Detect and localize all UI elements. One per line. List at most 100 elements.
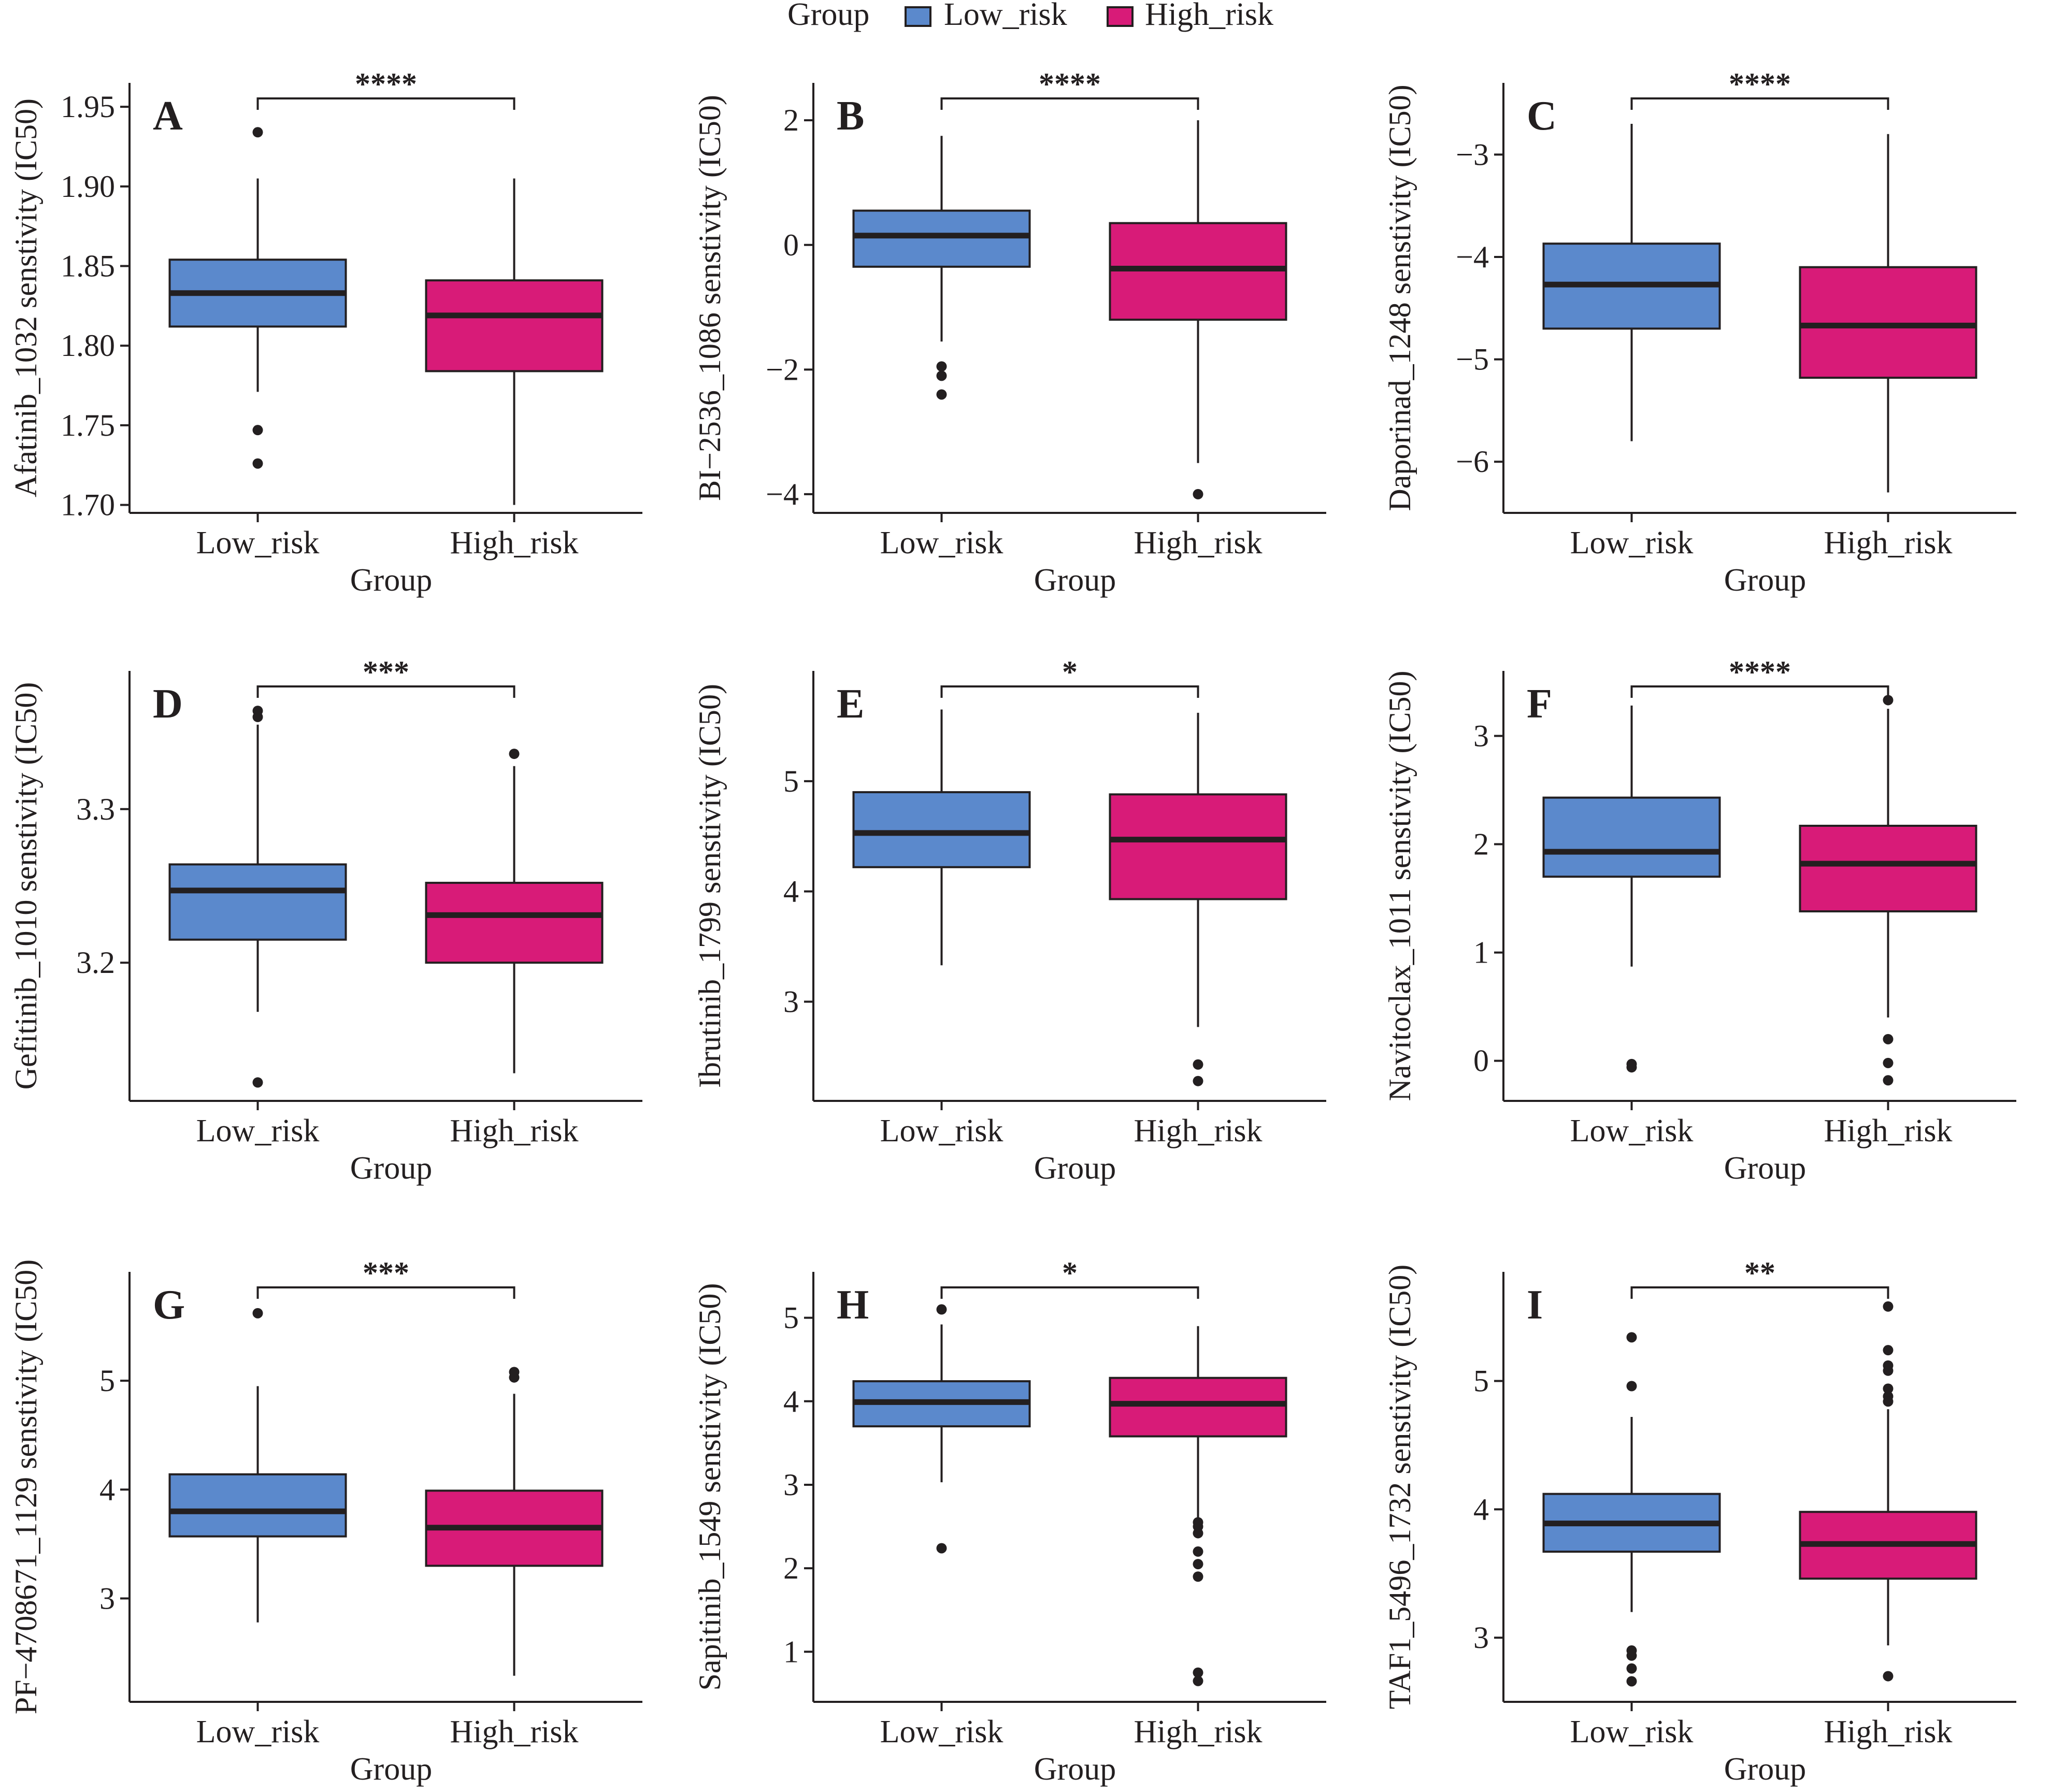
panel-e: 3 4 5 Low_risk High_risk Group Ibrutinib_1799 … [693,655,1326,1186]
y-tick-label: −2 [766,352,799,386]
x-tick-label: High_risk [1824,525,1953,561]
significance-bracket [940,685,1199,698]
outlier-point [1883,1075,1894,1086]
outlier-point [1193,1675,1203,1686]
panel-letter: B [837,93,864,139]
y-tick-label: 4 [1473,1492,1489,1526]
outlier-point [1883,1396,1894,1407]
panels: 1.70 1.75 1.80 1.85 1.90 1.95 Low_risk High_ris… [9,67,2016,1787]
box-high-risk [425,178,604,505]
panel-b: −4 −2 0 2 Low_risk High_risk Group BI−2536_1086… [693,67,1326,598]
outlier-point [1626,1676,1637,1687]
y-tick-label: 1.85 [61,249,115,283]
x-tick-label: High_risk [450,1113,579,1149]
x-axis-title: Group [1724,1752,1806,1787]
panel-f: 0 1 2 3 Low_risk High_risk Group Navitoclax_101… [1383,655,2016,1186]
outlier-point [252,127,263,138]
x-tick-label: High_risk [1134,1714,1263,1750]
box-high-risk [1109,1326,1287,1686]
outlier-point [509,749,520,759]
panel-letter: G [153,1282,185,1328]
x-tick-label: High_risk [1134,1113,1263,1149]
iqr-box [1542,796,1721,878]
outlier-point [252,711,263,722]
significance-label: **** [355,67,417,101]
y-tick-label: 3 [783,984,799,1019]
outlier-point [936,389,947,400]
x-tick-label: High_risk [1134,525,1263,561]
iqr-box [168,863,347,941]
outlier-point [1883,695,1894,706]
legend-swatch-high-risk [1107,6,1134,27]
panel-letter: I [1527,1282,1543,1328]
iqr-box [852,209,1031,268]
legend: Group Low_risk High_risk [787,0,1273,32]
x-tick-label: Low_risk [196,1113,320,1149]
y-axis-title: Ibrutinib_1799 senstivity (IC50) [693,684,727,1088]
outlier-point [1193,1667,1203,1678]
iqr-box [1109,1377,1287,1438]
significance-bracket [1630,1286,1889,1299]
y-axis-title: TAF1_5496_1732 senstivity (IC50) [1383,1265,1417,1710]
outlier-point [1193,489,1203,499]
significance-bracket [256,1286,515,1299]
iqr-box [1799,266,1977,379]
significance-label: **** [1729,67,1791,101]
outlier-point [1193,1059,1203,1070]
box-low-risk [168,706,347,1088]
box-high-risk [1109,712,1287,1086]
y-tick-label: −5 [1456,342,1489,377]
legend-swatch-low-risk [905,6,931,27]
box-low-risk [168,1308,347,1623]
significance-bracket [1630,685,1889,698]
significance-bracket [940,1286,1199,1299]
outlier-point [1626,1650,1637,1661]
outlier-point [1626,1062,1637,1073]
outlier-point [252,1308,263,1318]
x-tick-label: Low_risk [880,525,1003,561]
y-tick-label: 2 [1473,827,1489,862]
iqr-box [425,279,604,372]
significance-bracket [1630,97,1889,110]
panel-h: 1 2 3 4 5 Low_risk High_risk Group Sapitinib_154… [693,1256,1326,1787]
outlier-point [1193,1571,1203,1582]
outlier-point [1193,1076,1203,1086]
outlier-point [1883,1057,1894,1068]
significance-label: * [1062,655,1078,689]
legend-label-low-risk: Low_risk [944,0,1067,32]
y-axis-title: Afatinib_1032 senstivity (IC50) [9,98,43,497]
significance-label: ** [1744,1256,1775,1290]
box-low-risk [168,127,347,469]
outlier-point [252,425,263,436]
panel-c: −6 −5 −4 −3 Low_risk High_risk Group Daporinad_… [1383,67,2016,598]
iqr-box [852,791,1031,868]
y-tick-label: 4 [99,1472,115,1507]
legend-title: Group [787,0,869,32]
x-tick-label: Low_risk [1570,525,1694,561]
x-axis-title: Group [1724,563,1806,598]
y-tick-label: −4 [1456,240,1489,274]
y-tick-label: 5 [783,1301,799,1335]
iqr-box [168,1473,347,1538]
y-tick-label: 5 [1473,1364,1489,1398]
y-tick-label: −3 [1456,137,1489,171]
y-axis-title: Daporinad_1248 senstivity (IC50) [1383,84,1417,511]
y-tick-label: 0 [1473,1044,1489,1078]
legend-label-high-risk: High_risk [1145,0,1273,32]
iqr-box [1799,824,1977,913]
y-tick-label: 3 [783,1468,799,1502]
panel-i: 3 4 5 Low_risk High_risk Group TAF1_5496_1732 … [1383,1256,2016,1787]
y-tick-label: 1.70 [61,488,115,522]
significance-label: **** [1039,67,1101,101]
x-tick-label: High_risk [450,1714,579,1750]
significance-bracket [256,685,515,698]
y-tick-label: −4 [766,477,799,511]
significance-bracket [940,97,1199,110]
y-tick-label: 3 [1473,719,1489,753]
y-tick-label: 2 [783,103,799,137]
panel-a: 1.70 1.75 1.80 1.85 1.90 1.95 Low_risk High_ris… [9,67,642,598]
x-axis-title: Group [1034,563,1116,598]
panel-letter: A [153,93,183,139]
x-tick-label: Low_risk [1570,1714,1694,1750]
